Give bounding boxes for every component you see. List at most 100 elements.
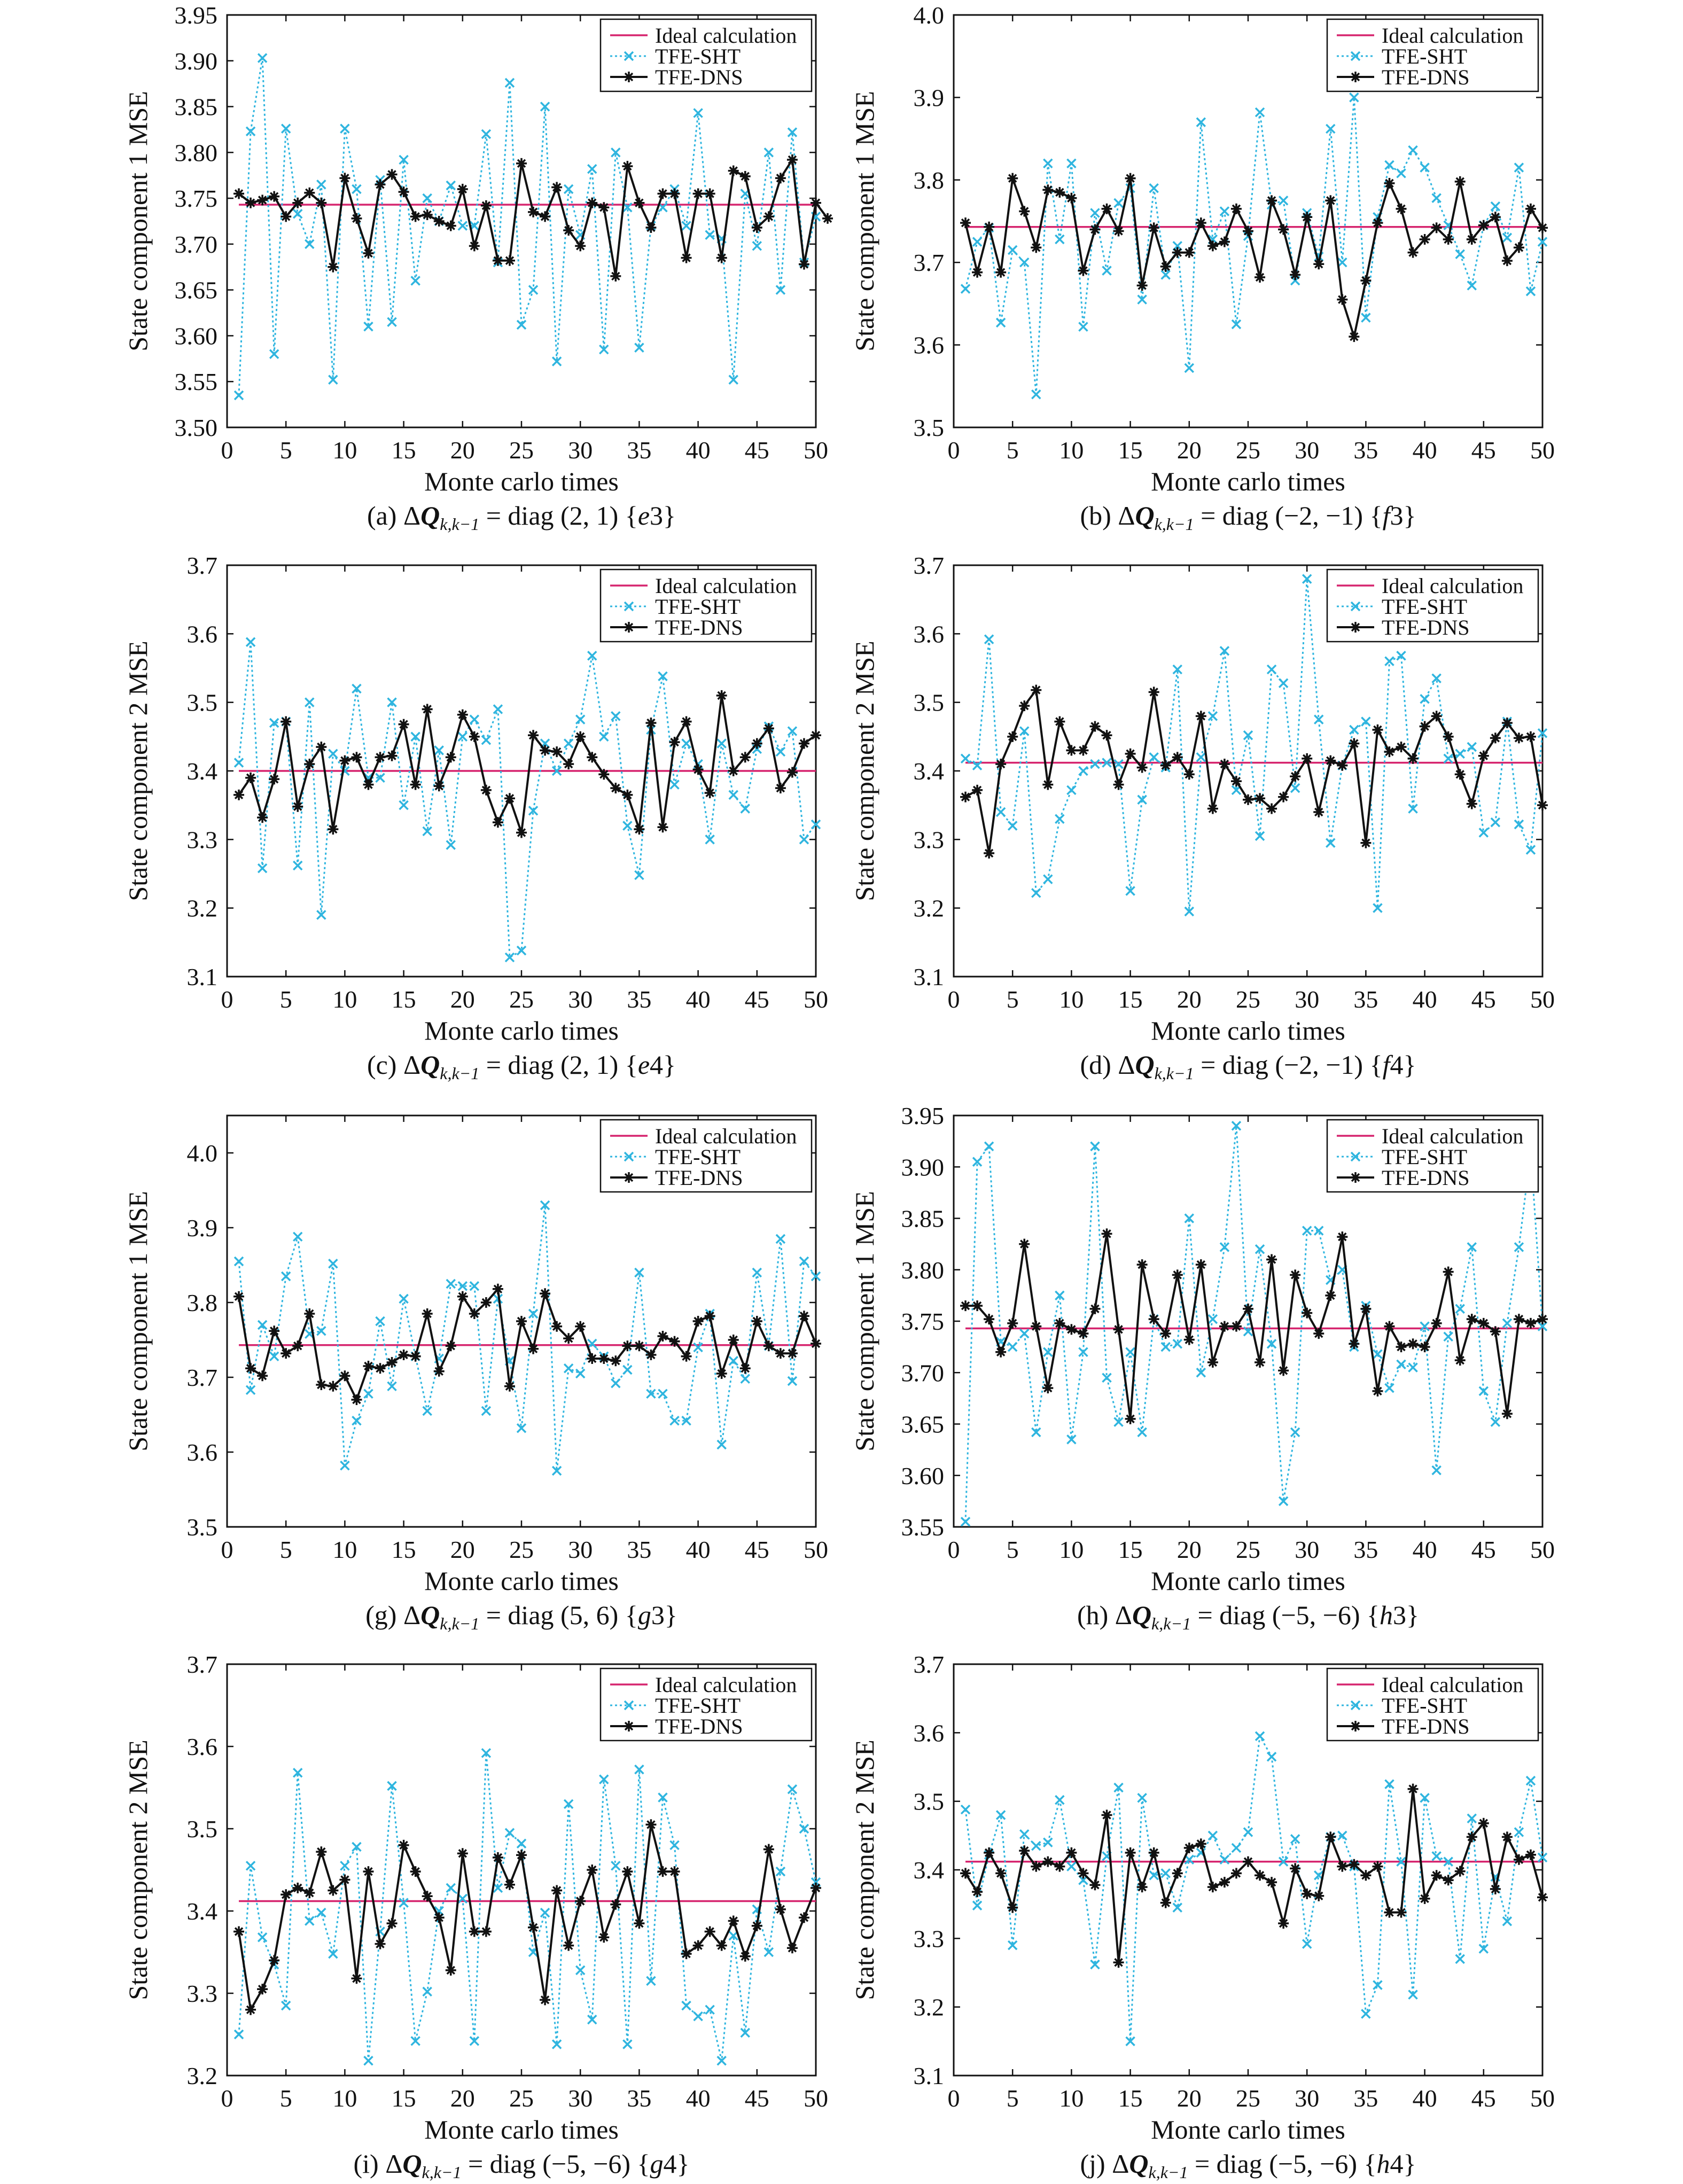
- tfe-sht-marker: [1172, 1902, 1182, 1913]
- tfe-dns-marker: [1054, 716, 1065, 727]
- tfe-dns-marker: [1195, 217, 1206, 229]
- tfe-dns-marker: [375, 752, 386, 763]
- caption-part: g: [650, 2149, 663, 2179]
- tfe-sht-marker: [1302, 1939, 1312, 1949]
- tfe-sht-marker: [233, 758, 244, 768]
- tfe-dns-marker: [1183, 247, 1195, 258]
- tfe-sht-marker: [1019, 726, 1030, 736]
- tfe-sht-marker: [457, 221, 468, 231]
- tfe-dns-marker: [410, 779, 421, 790]
- x-tick-label: 35: [1353, 1536, 1378, 1563]
- x-tick-label: 10: [332, 1536, 357, 1563]
- tfe-dns-marker: [1313, 259, 1324, 270]
- tfe-sht-marker: [1396, 651, 1406, 661]
- tfe-dns-marker: [1113, 1957, 1124, 1968]
- tfe-dns-marker: [433, 1366, 445, 1377]
- tfe-sht-marker: [575, 1368, 586, 1379]
- tfe-dns-marker: [1255, 1870, 1266, 1881]
- tfe-dns-marker: [351, 752, 362, 763]
- tfe-sht-marker: [575, 1965, 586, 1976]
- y-tick-label: 3.90: [175, 48, 218, 75]
- y-axis-label: State component 2 MSE: [123, 1740, 153, 2000]
- y-tick-label: 3.2: [187, 895, 218, 922]
- tfe-sht-marker: [669, 1840, 680, 1851]
- tfe-sht-marker: [1113, 1782, 1124, 1793]
- y-tick-label: 3.95: [175, 2, 218, 29]
- x-tick-label: 25: [509, 986, 534, 1013]
- tfe-dns-marker: [1183, 1842, 1195, 1853]
- tfe-sht-marker: [422, 826, 432, 837]
- tfe-dns-marker: [269, 191, 280, 202]
- tfe-sht-marker: [1137, 294, 1147, 305]
- tfe-dns-marker: [622, 1340, 633, 1352]
- tfe-sht-marker: [611, 711, 621, 721]
- y-tick-label: 4.0: [187, 1140, 218, 1167]
- tfe-sht-marker: [1361, 2009, 1371, 2019]
- tfe-dns-marker: [1255, 793, 1266, 804]
- caption-part: g: [638, 1600, 651, 1630]
- tfe-sht-marker: [399, 1898, 409, 1908]
- tfe-sht-marker: [787, 127, 798, 137]
- tfe-dns-marker: [1031, 1321, 1042, 1332]
- tfe-sht-line: [238, 642, 817, 959]
- y-tick-label: 3.5: [914, 1788, 945, 1815]
- tfe-dns-marker: [645, 717, 657, 729]
- caption-part: 3}: [1390, 501, 1416, 531]
- tfe-sht-marker: [972, 1900, 983, 1910]
- legend-dns-marker: [1350, 1172, 1361, 1183]
- tfe-sht-marker: [1302, 574, 1312, 584]
- tfe-sht-marker: [422, 193, 432, 204]
- legend-sht-label: TFE-SHT: [655, 595, 741, 619]
- tfe-dns-marker: [1101, 203, 1112, 214]
- tfe-sht-marker: [245, 1385, 256, 1395]
- tfe-dns-marker: [1513, 732, 1524, 744]
- tfe-dns-marker: [245, 2004, 256, 2015]
- tfe-dns-marker: [1302, 1888, 1313, 1899]
- tfe-dns-marker: [1396, 1341, 1407, 1353]
- tfe-sht-marker: [1502, 1318, 1513, 1329]
- tfe-sht-marker: [1408, 1990, 1418, 2000]
- tfe-dns-marker: [551, 1321, 563, 1332]
- legend-ideal-label: Ideal calculation: [1382, 24, 1523, 48]
- tfe-sht-marker: [328, 1948, 338, 1959]
- tfe-dns-marker: [1007, 1902, 1018, 1913]
- y-tick-label: 3.1: [914, 2062, 945, 2089]
- tfe-dns-marker: [316, 742, 327, 753]
- tfe-dns-marker: [492, 1283, 503, 1294]
- tfe-dns-marker: [598, 1932, 610, 1943]
- x-tick-label: 30: [568, 1536, 593, 1563]
- tfe-dns-marker: [257, 1370, 268, 1382]
- tfe-dns-marker: [1019, 1845, 1030, 1857]
- y-tick-label: 3.80: [175, 139, 218, 166]
- x-tick-label: 20: [450, 436, 475, 464]
- tfe-sht-marker: [1314, 1226, 1324, 1236]
- caption-part: Q: [402, 2149, 422, 2179]
- tfe-dns-marker: [1195, 711, 1206, 722]
- chart-panel-1: 0 5 10 15 20 25 30 35 40 45 50 3.5 3.6 3.7 3.8 3.9 4.0 Mo…: [850, 2, 1555, 534]
- tfe-sht-marker: [693, 2011, 703, 2022]
- tfe-dns-marker: [995, 1346, 1007, 1358]
- tfe-dns-marker: [316, 1846, 327, 1858]
- tfe-sht-marker: [504, 1828, 515, 1838]
- tfe-dns-marker: [1183, 769, 1195, 780]
- tfe-dns-marker: [1466, 1831, 1477, 1843]
- tfe-sht-marker: [269, 1351, 279, 1362]
- tfe-sht-marker: [1219, 1242, 1230, 1252]
- tfe-sht-marker: [363, 322, 373, 332]
- tfe-sht-marker: [257, 1932, 268, 1943]
- x-tick-label: 20: [1177, 436, 1202, 464]
- tfe-dns-marker: [786, 1348, 798, 1359]
- tfe-sht-marker: [1490, 201, 1501, 212]
- tfe-dns-marker: [386, 1357, 398, 1368]
- tfe-dns-marker: [469, 731, 480, 742]
- tfe-dns-marker: [292, 1882, 303, 1893]
- tfe-sht-marker: [669, 1415, 680, 1426]
- tfe-sht-marker: [1490, 1417, 1501, 1427]
- tfe-dns-marker: [375, 1938, 386, 1949]
- tfe-sht-marker: [1431, 1851, 1442, 1861]
- tfe-sht-marker: [960, 284, 971, 294]
- tfe-sht-marker: [1207, 711, 1218, 721]
- y-tick-label: 3.9: [914, 84, 945, 111]
- tfe-dns-marker: [1290, 269, 1301, 280]
- caption-part: = diag (2, 1) {: [479, 501, 638, 531]
